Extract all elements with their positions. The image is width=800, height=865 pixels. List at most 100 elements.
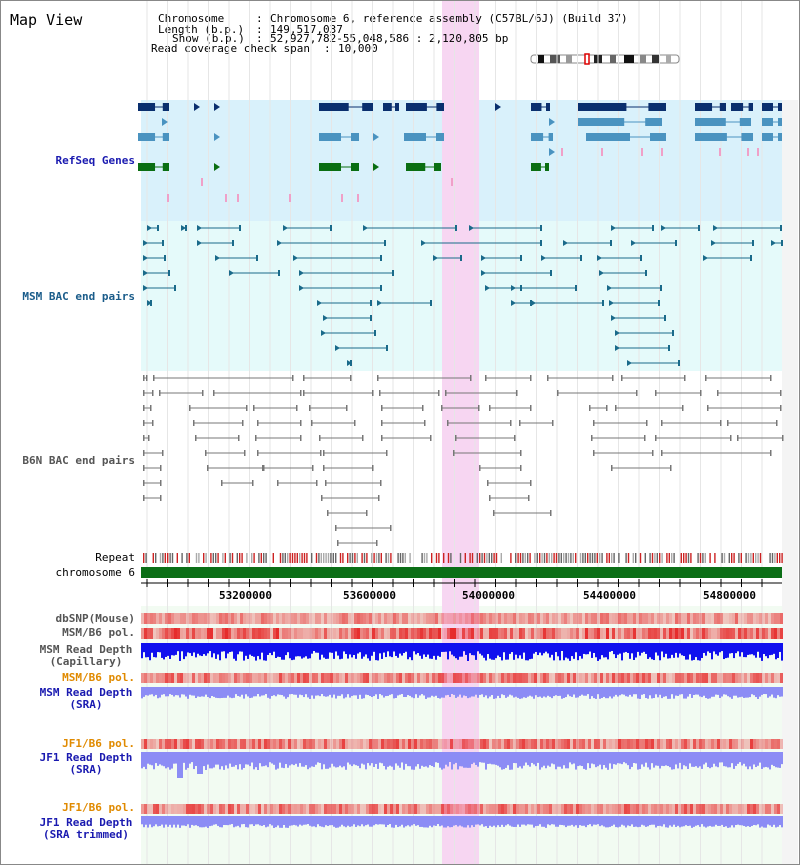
pol-heat-cell [258,804,261,814]
depth-bar [175,752,177,764]
chromosome-ideogram[interactable] [530,53,682,65]
depth-bar [583,687,585,696]
depth-bar [267,687,269,698]
pol-heat-cell [261,804,264,814]
pol-heat-cell [306,739,309,749]
depth-bar [505,816,507,826]
pol-heat-cell [693,739,696,749]
depth-bar [327,687,329,697]
depth-bar [185,816,187,827]
pol-heat-cell [147,628,150,639]
depth-bar [443,643,445,652]
bac-end-mark [540,225,542,231]
depth-bar [299,816,301,825]
pol-heat-cell [414,628,417,639]
depth-bar [359,643,361,653]
repeat-mark [236,553,238,563]
small-feature-mark [601,148,603,156]
bac-end-mark [610,240,612,246]
pol-heat-cell [375,673,378,683]
dbsnp-heat-cell [528,613,531,624]
depth-bar [363,816,365,827]
depth-bar [419,752,421,769]
repeat-mark [402,553,404,563]
dbsnp-heat-cell [288,613,291,624]
pol-heat-cell [711,739,714,749]
pol-heat-cell [531,804,534,814]
pol-heat-cell [195,804,198,814]
depth-bar [767,752,769,768]
depth-bar [283,752,285,769]
pol-heat-cell [447,804,450,814]
depth-bar [695,816,697,826]
pol-heat-cell [519,739,522,749]
depth-bar [675,643,677,653]
depth-bar [419,816,421,827]
depth-bar [253,816,255,827]
depth-bar [331,816,333,826]
depth-bar [669,752,671,768]
depth-bar [501,687,503,695]
repeat-mark [709,553,711,563]
pol-heat-cell [252,628,255,639]
repeat-mark [587,553,589,563]
depth-bar [241,687,243,695]
depth-bar [251,687,253,698]
depth-bar [359,687,361,695]
depth-bar [289,752,291,766]
dbsnp-heat-cell [741,613,744,624]
dbsnp-heat-cell [651,613,654,624]
bac-end-mark [316,480,318,486]
repeat-mark [683,553,685,563]
pol-heat-cell [471,628,474,639]
dbsnp-heat-cell [507,613,510,624]
page-title: Map View [10,11,83,29]
pol-heat-cell [147,804,150,814]
gene-exon [531,103,542,111]
pol-heat-cell [213,804,216,814]
repeat-mark [491,553,493,563]
depth-bar [535,687,537,696]
depth-bar [235,687,237,695]
pol-heat-cell [762,673,765,683]
bac-end-mark [516,390,518,396]
pol-heat-cell [492,628,495,639]
depth-bar [177,643,179,652]
dbsnp-heat-cell [618,613,621,624]
depth-bar [383,687,385,698]
dbsnp-heat-cell [339,613,342,624]
depth-bar [463,816,465,828]
selected-region-highlight[interactable] [442,1,479,864]
bac-end-arrow [611,315,616,321]
pol-heat-cell [549,739,552,749]
depth-bar [305,687,307,695]
depth-bar [407,816,409,826]
dbsnp-heat-cell [153,613,156,624]
dbsnp-heat-cell [705,613,708,624]
depth-bar [539,816,541,825]
repeat-mark [522,553,524,563]
depth-bar [511,752,513,770]
depth-bar [305,752,307,766]
pol-heat-cell [222,673,225,683]
depth-bar [731,816,733,826]
bac-end-mark [143,450,145,456]
bac-end-mark [557,390,559,396]
bac-end-mark [589,405,591,411]
repeat-mark [747,553,750,563]
depth-bar [739,643,741,657]
bac-end-mark [453,450,455,456]
depth-bar [399,752,401,768]
depth-bar [531,752,533,763]
depth-bar [285,816,287,828]
depth-bar [393,816,395,828]
bac-end-mark [252,480,254,486]
depth-bar [663,643,665,658]
pol-heat-cell [582,673,585,683]
dbsnp-heat-cell [678,613,681,624]
depth-bar [697,687,699,695]
pol-heat-cell [411,804,414,814]
bac-end-arrow [147,225,152,231]
depth-bar [311,643,313,654]
